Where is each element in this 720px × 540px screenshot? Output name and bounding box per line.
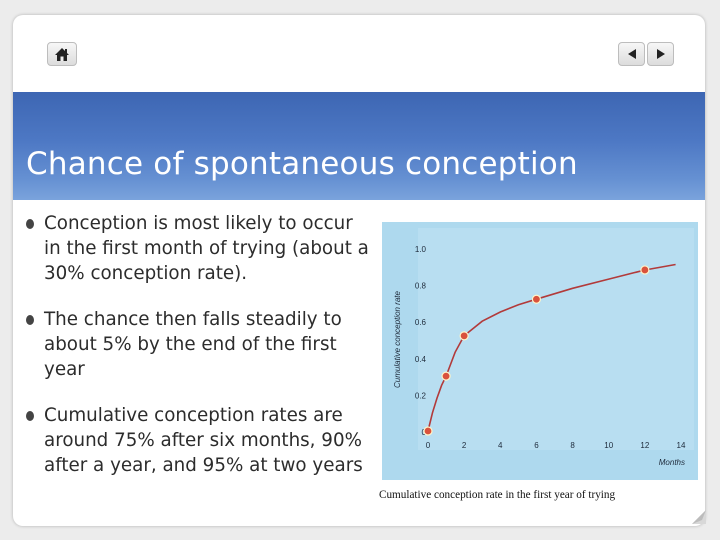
- y-tick-label: 0.6: [415, 318, 427, 327]
- data-point: [640, 265, 650, 275]
- bullet-item: The chance then falls steadily to about …: [24, 307, 369, 382]
- figure-caption: Cumulative conception rate in the first …: [379, 489, 616, 501]
- slide-title: Chance of spontaneous conception: [26, 146, 578, 182]
- x-tick-label: 0: [426, 441, 431, 450]
- page-curl-icon: [692, 510, 706, 524]
- bullet-dot-icon: [26, 315, 34, 325]
- x-tick-label: 2: [462, 441, 467, 450]
- triangle-left-icon: [627, 49, 636, 59]
- data-point: [441, 371, 451, 381]
- bullet-list: Conception is most likely to occur in th…: [24, 211, 369, 499]
- home-icon: [55, 47, 69, 61]
- x-axis-label: Months: [659, 458, 685, 467]
- bullet-text: The chance then falls steadily to about …: [44, 309, 342, 380]
- x-tick-label: 14: [677, 441, 686, 450]
- x-tick-label: 6: [534, 441, 539, 450]
- x-tick-label: 10: [604, 441, 613, 450]
- data-point: [531, 294, 542, 304]
- data-point: [423, 426, 433, 436]
- x-tick-label: 12: [640, 441, 649, 450]
- bullet-dot-icon: [26, 219, 34, 229]
- bullet-text: Conception is most likely to occur in th…: [44, 213, 369, 284]
- slide-navigation: [618, 42, 674, 66]
- series-line: [427, 263, 676, 432]
- bullet-item: Cumulative conception rates are around 7…: [24, 403, 369, 478]
- y-tick-label: 0.4: [415, 355, 427, 364]
- next-slide-button[interactable]: [647, 42, 674, 66]
- bullet-text: Cumulative conception rates are around 7…: [44, 405, 363, 476]
- bullet-dot-icon: [26, 411, 34, 421]
- y-tick-label: 1.0: [415, 245, 427, 254]
- home-button[interactable]: [47, 42, 77, 66]
- triangle-right-icon: [656, 49, 665, 59]
- data-point: [459, 331, 469, 341]
- bullet-item: Conception is most likely to occur in th…: [24, 211, 369, 286]
- title-banner: [13, 92, 705, 200]
- previous-slide-button[interactable]: [618, 42, 645, 66]
- x-tick-label: 8: [570, 441, 575, 450]
- y-tick-label: 0.2: [415, 391, 427, 400]
- y-axis-label: Cumulative conception rate: [393, 290, 402, 387]
- x-tick-label: 4: [498, 441, 503, 450]
- y-tick-label: 0.8: [415, 282, 427, 291]
- chart-inner-area: [418, 228, 694, 450]
